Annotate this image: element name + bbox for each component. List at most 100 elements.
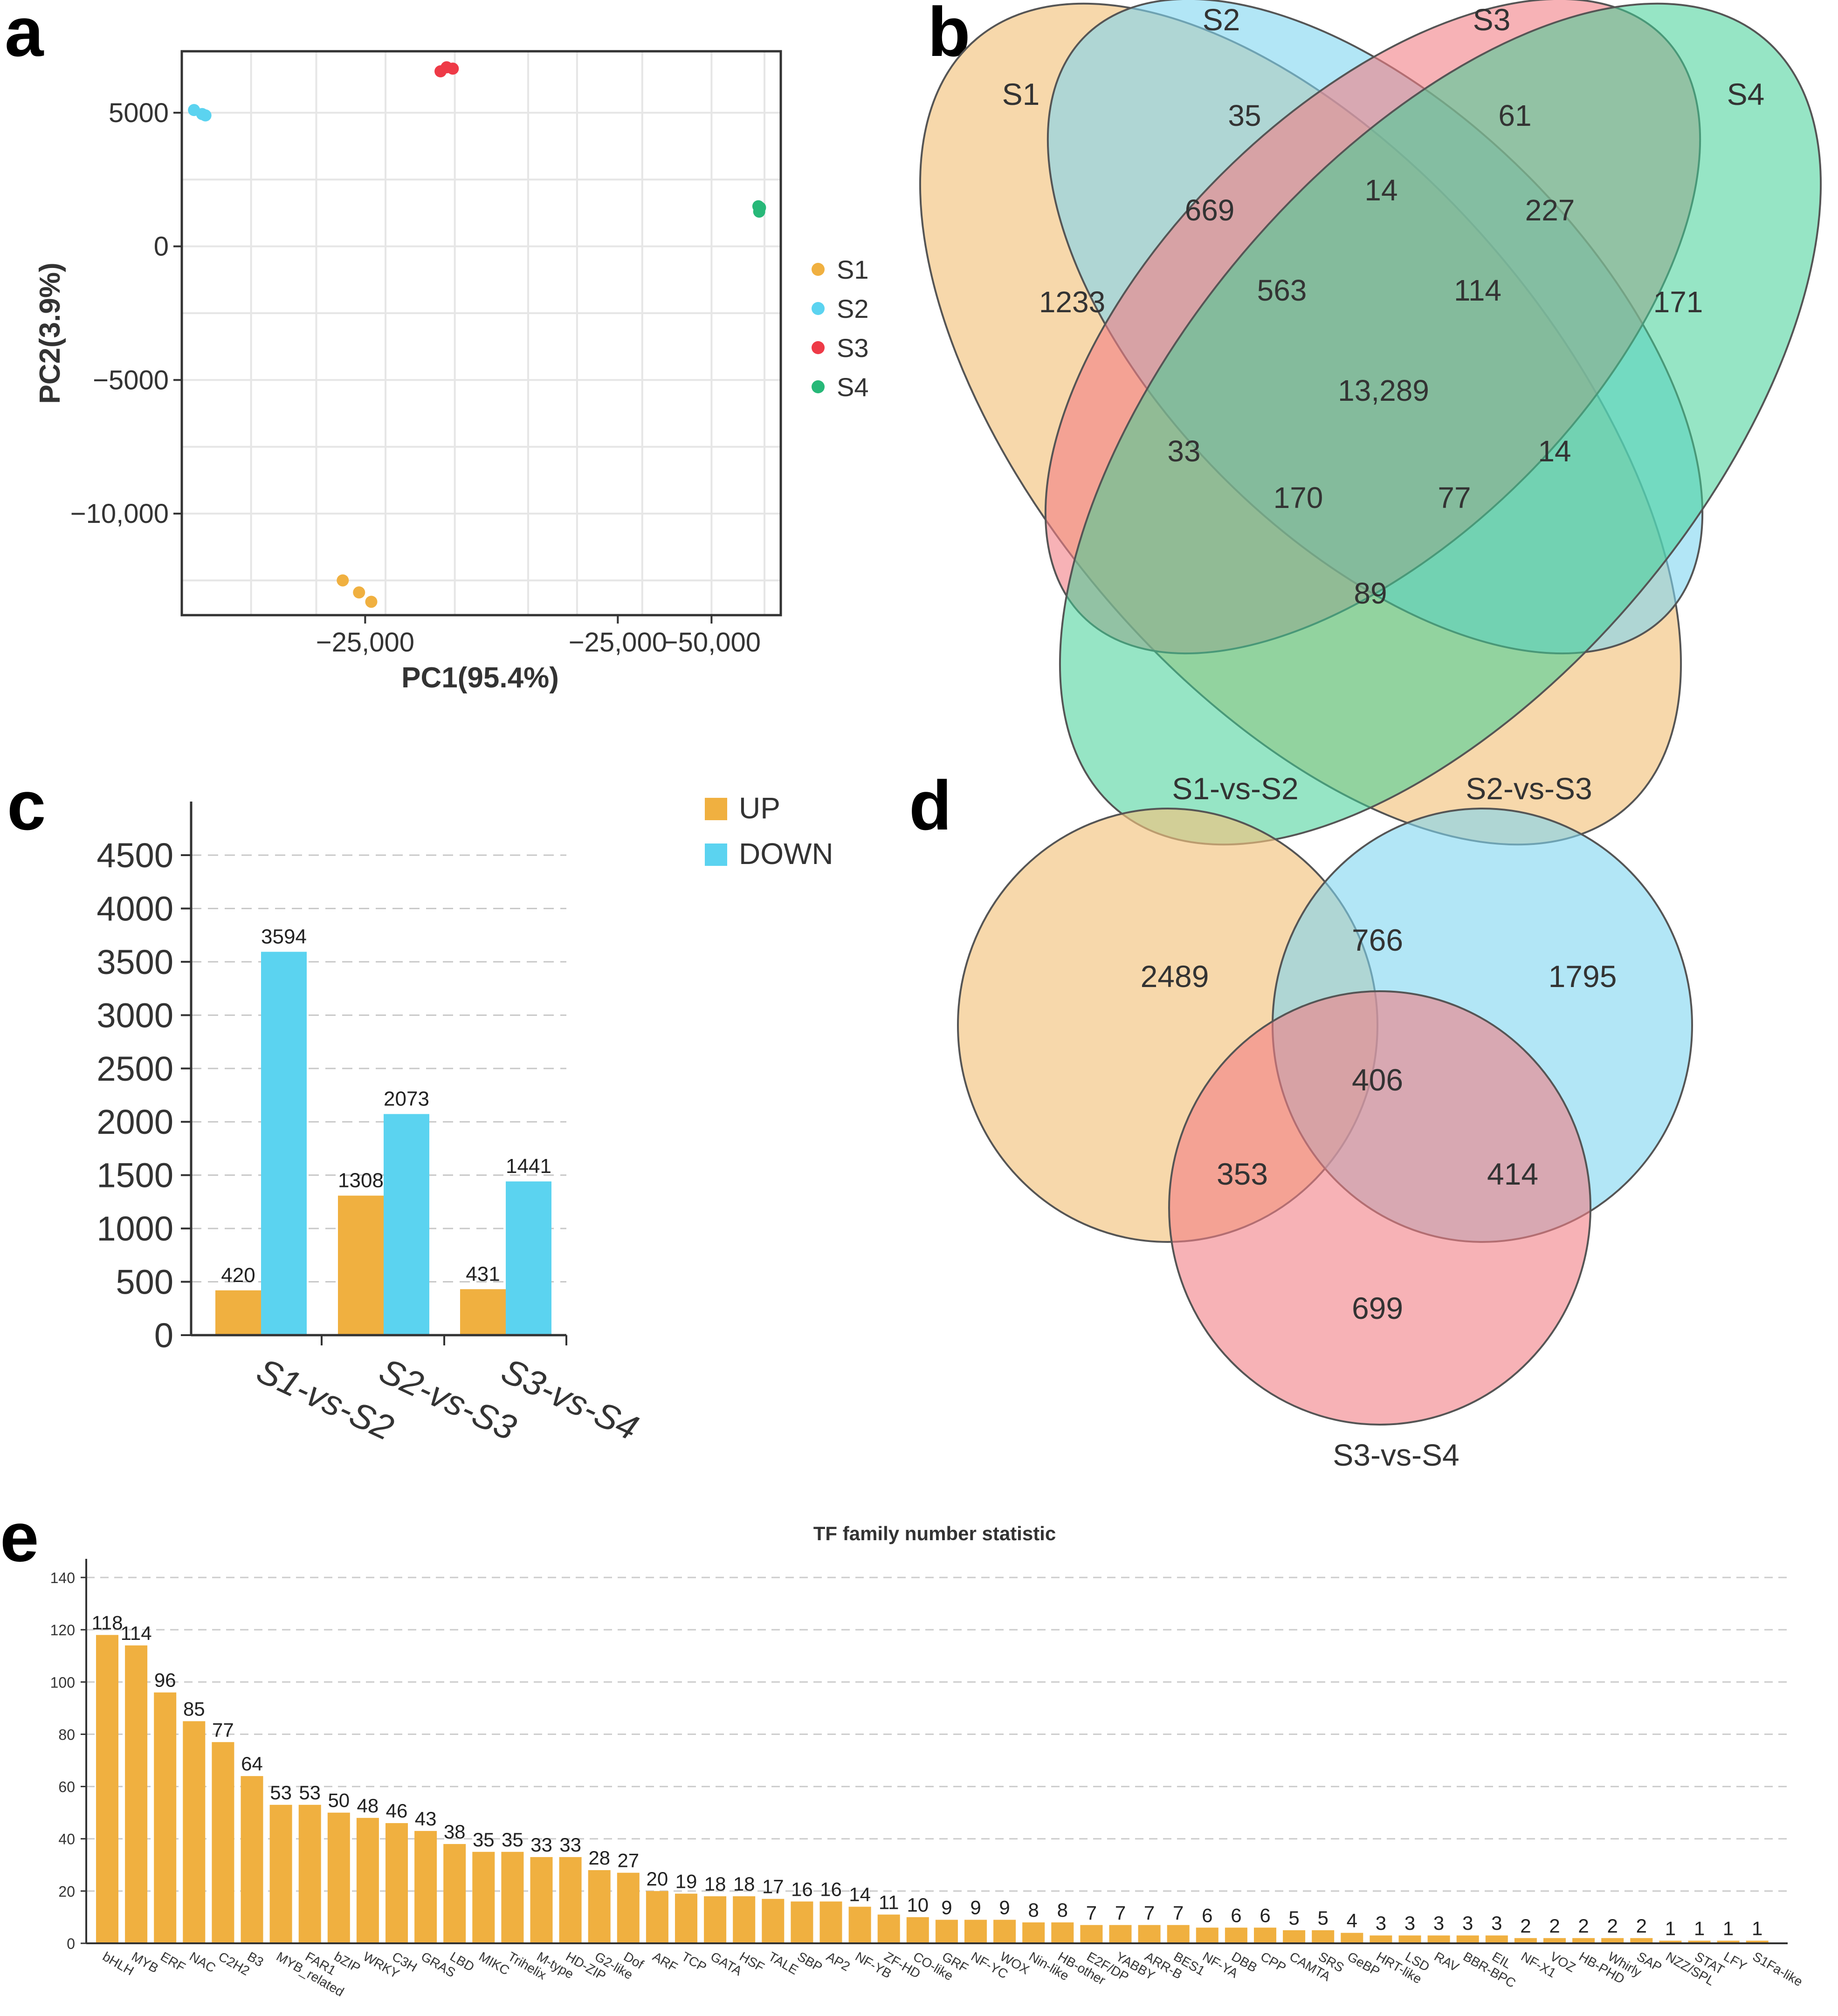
- tf-bar-value-label: 1: [1723, 1917, 1734, 1939]
- pca-legend-label-s1: S1: [837, 255, 869, 284]
- venn-d-circle-s3-vs-s4: [1168, 990, 1591, 1426]
- venn-b-region-s2-s4: 14: [1538, 434, 1571, 468]
- tf-bar: [733, 1896, 756, 1943]
- pca-y-axis-title: PC2(3.9%): [34, 262, 66, 404]
- tf-bar: [1456, 1935, 1479, 1943]
- tf-bar: [1225, 1927, 1247, 1943]
- tf-bar-value-label: 35: [502, 1829, 523, 1851]
- tf-y-tick-label: 120: [50, 1622, 75, 1639]
- tf-y-tick-label: 140: [50, 1570, 75, 1586]
- deg-y-tick-label: 4000: [96, 889, 173, 928]
- tf-bar: [1572, 1938, 1595, 1943]
- venn-b-label-s2: S2: [1203, 2, 1240, 37]
- venn-b-ellipse-s4: [1059, 2, 1822, 846]
- tf-bar: [646, 1891, 668, 1943]
- tf-bar-value-label: 53: [270, 1782, 292, 1803]
- venn-b-region-s1-s2-s4: 77: [1438, 481, 1471, 514]
- tf-bar: [906, 1917, 929, 1943]
- tf-bar: [183, 1721, 206, 1943]
- tf-bar: [964, 1920, 987, 1943]
- deg-legend: UP DOWN: [705, 791, 833, 871]
- panel-letter-d: d: [909, 766, 952, 844]
- tf-y-tick-label: 0: [67, 1935, 75, 1952]
- pca-legend: S1 S2 S3 S4: [812, 255, 869, 402]
- deg-y-tick-label: 1500: [96, 1156, 173, 1195]
- tf-bar-value-label: 9: [999, 1897, 1010, 1919]
- tf-bar: [1398, 1935, 1421, 1943]
- tf-bar: [269, 1804, 292, 1943]
- venn-d-region-ac: 353: [1217, 1157, 1268, 1191]
- tf-bar-value-label: 2: [1549, 1915, 1560, 1937]
- tf-bar-value-label: 7: [1086, 1902, 1097, 1924]
- deg-y-tick-label: 500: [116, 1263, 173, 1302]
- venn-b-label-s1: S1: [1002, 77, 1040, 111]
- tf-bar-value-label: 50: [328, 1790, 350, 1811]
- tf-bar: [1659, 1941, 1682, 1943]
- tf-bar: [935, 1920, 958, 1943]
- tf-bar-value-label: 77: [212, 1719, 234, 1741]
- tf-bar: [1746, 1941, 1769, 1943]
- tf-x-category-label: BBR-BPC: [1461, 1949, 1518, 1990]
- tf-bar: [154, 1692, 177, 1943]
- pca-point-s1: [353, 586, 365, 599]
- tf-bar: [241, 1776, 263, 1943]
- venn-b-region-s1: 1233: [1039, 285, 1105, 319]
- deg-legend-swatch-down: [705, 843, 727, 866]
- deg-y-tick-label: 3000: [96, 996, 173, 1035]
- tf-bar-value-label: 5: [1318, 1907, 1329, 1929]
- tf-x-category-label: S1Fa-like: [1750, 1949, 1805, 1989]
- pca-x-axis-title: PC1(95.4%): [401, 662, 559, 694]
- venn-b-label-s4: S4: [1727, 77, 1765, 111]
- tf-bar: [125, 1645, 148, 1943]
- venn-d-label-a: S1-vs-S2: [1172, 771, 1298, 806]
- pca-y-tick-label: 5000: [109, 98, 169, 128]
- tf-bar-value-label: 6: [1202, 1904, 1212, 1926]
- deg-bar-up: [215, 1290, 261, 1335]
- venn-b-label-s3: S3: [1473, 2, 1511, 37]
- venn-d-region-ab: 766: [1352, 923, 1403, 957]
- panel-c-deg-bar: 420 3594 1308 2073 431 1441 0 500 1000 1500 2000 2…: [96, 791, 833, 1448]
- tf-bar-value-label: 48: [357, 1795, 379, 1817]
- tf-bar-value-label: 3: [1462, 1912, 1473, 1934]
- tf-bar-value-label: 53: [299, 1782, 321, 1803]
- tf-bar: [704, 1896, 727, 1943]
- pca-gridlines: [182, 51, 781, 615]
- tf-bar: [385, 1823, 408, 1943]
- tf-bar: [1167, 1925, 1190, 1943]
- tf-x-category-label: LFY: [1721, 1949, 1749, 1974]
- pca-point-s3: [447, 62, 459, 75]
- tf-bar-value-label: 64: [241, 1753, 263, 1775]
- tf-bar-value-label: 2: [1520, 1915, 1531, 1937]
- tf-bar-value-label: 33: [530, 1834, 552, 1856]
- panel-d-venn-3set: S1-vs-S2 S2-vs-S3 S3-vs-S4 2489 766 1795…: [957, 771, 1693, 1472]
- panel-letter-c: c: [7, 766, 46, 844]
- deg-bar-value-label: 2073: [384, 1088, 429, 1111]
- tf-bar: [819, 1901, 842, 1943]
- venn-d-region-abc: 406: [1352, 1063, 1403, 1097]
- deg-x-category-label: S1-vs-S2: [251, 1351, 399, 1448]
- tf-bar-value-label: 10: [907, 1894, 929, 1916]
- venn-d-label-c: S3-vs-S4: [1333, 1438, 1459, 1472]
- tf-bar-value-label: 28: [588, 1847, 610, 1869]
- tf-bar-value-label: 5: [1288, 1907, 1299, 1929]
- pca-legend-label-s2: S2: [837, 294, 869, 323]
- tf-bar-value-label: 16: [791, 1878, 813, 1900]
- tf-bar-value-label: 38: [444, 1821, 466, 1843]
- tf-bar: [762, 1899, 785, 1943]
- tf-x-category-label: C2H2: [216, 1949, 252, 1978]
- tf-bar-value-label: 11: [879, 1891, 899, 1913]
- tf-bar: [212, 1742, 234, 1943]
- pca-legend-marker-s1: [812, 263, 825, 276]
- tf-x-category-label: bHLH: [100, 1949, 137, 1978]
- tf-x-category-label: RAV: [1432, 1949, 1462, 1975]
- tf-bar-value-label: 2: [1636, 1915, 1647, 1937]
- tf-bar-value-label: 3: [1376, 1912, 1386, 1934]
- tf-bar-value-label: 3: [1491, 1912, 1502, 1934]
- tf-x-category-label: ERF: [158, 1949, 188, 1975]
- tf-bar: [1283, 1930, 1306, 1943]
- tf-bar-value-label: 20: [647, 1868, 668, 1890]
- deg-bar-up: [460, 1289, 506, 1335]
- deg-bar-value-label: 1308: [338, 1169, 384, 1192]
